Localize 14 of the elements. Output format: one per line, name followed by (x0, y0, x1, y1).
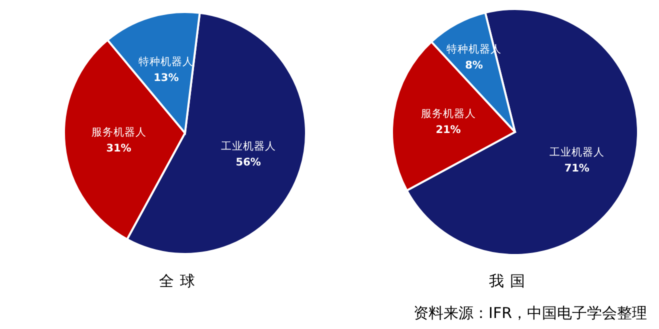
slice-label: 服务机器人 (420, 108, 476, 120)
text: 我国 (488, 272, 532, 291)
slice-label: 特种机器人 (138, 55, 194, 68)
data-label: 13% (154, 72, 180, 84)
data-label: 31% (106, 142, 132, 154)
data-label: 8% (465, 59, 484, 72)
slice-label: 服务机器人 (91, 126, 146, 138)
data-label: 71% (564, 162, 590, 174)
text: 资料来源：IFR，中国电子学会整理 (414, 304, 647, 323)
data-label: 56% (236, 156, 262, 168)
text: 全球 (158, 272, 202, 291)
data-label: 21% (436, 124, 462, 136)
slice-label: 工业机器人 (220, 139, 276, 152)
slice-label: 工业机器人 (549, 145, 604, 158)
